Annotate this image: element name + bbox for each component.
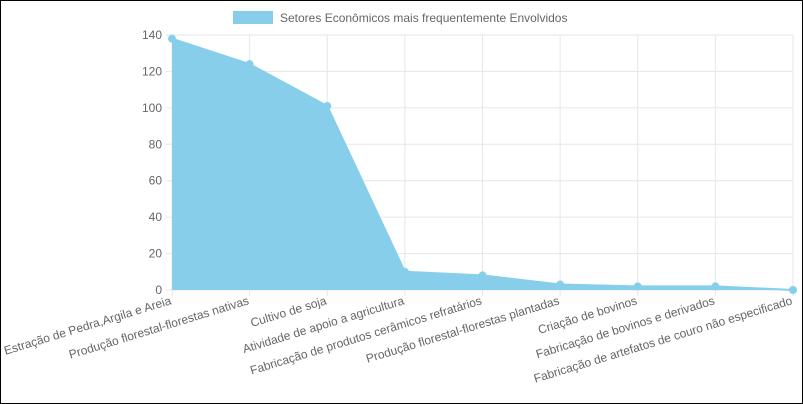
area-series: [168, 34, 797, 294]
data-point[interactable]: [556, 280, 565, 289]
y-tick-label: 100: [142, 101, 162, 115]
data-point[interactable]: [168, 34, 176, 43]
data-point[interactable]: [245, 60, 254, 69]
y-tick-label: 80: [149, 137, 163, 151]
y-tick-label: 60: [149, 174, 163, 188]
data-point[interactable]: [711, 282, 720, 291]
data-point[interactable]: [478, 271, 487, 280]
area-fill: [172, 38, 793, 291]
data-point[interactable]: [400, 267, 409, 276]
data-point[interactable]: [633, 282, 642, 291]
y-tick-label: 140: [142, 28, 162, 42]
legend-swatch[interactable]: [233, 11, 273, 24]
x-axis: Estração de Pedra,Argila e AreiaProdução…: [2, 293, 794, 385]
legend[interactable]: Setores Econômicos mais frequentemente E…: [233, 11, 567, 25]
data-point[interactable]: [323, 102, 332, 111]
y-tick-label: 0: [155, 283, 162, 297]
y-tick-label: 120: [142, 64, 162, 78]
y-tick-label: 20: [149, 247, 163, 261]
y-axis: 0 20 40 60 80 100 120 140: [142, 28, 162, 297]
y-tick-label: 40: [149, 210, 163, 224]
legend-label[interactable]: Setores Econômicos mais frequentemente E…: [280, 11, 567, 25]
data-point[interactable]: [789, 286, 797, 294]
